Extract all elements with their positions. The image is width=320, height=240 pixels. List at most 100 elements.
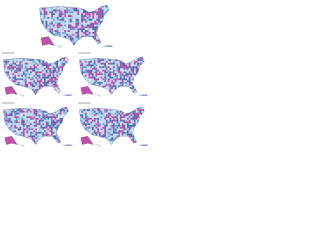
county [92,24,95,27]
county [45,20,48,23]
legend-swatch [63,144,66,146]
county [24,130,27,133]
county [85,128,87,131]
county [92,64,94,67]
county [14,71,17,74]
county [102,71,105,74]
county [114,62,117,65]
county [54,66,57,69]
county [101,13,104,16]
legend-swatch [102,45,105,47]
county [88,62,91,65]
county [92,76,94,79]
county [37,61,39,63]
county [58,30,61,33]
county [128,130,131,133]
county [54,69,57,72]
county [49,118,52,120]
county [106,128,108,131]
county [33,61,36,63]
county [86,18,89,21]
county [99,121,101,124]
county [85,76,87,79]
county [92,133,94,136]
county [123,64,126,67]
county [40,64,43,67]
county [64,33,67,36]
county [12,75,15,77]
county [33,118,36,120]
county [84,28,87,31]
county [92,28,95,31]
county [130,76,133,79]
county [128,85,131,88]
county [35,132,38,134]
county [62,15,65,18]
county [58,119,60,122]
county [93,61,96,63]
county [71,35,74,38]
county [97,123,100,126]
county [88,24,91,27]
county [113,128,115,131]
county [114,133,117,136]
county [31,132,34,134]
county [42,82,45,84]
county [10,78,13,81]
county [7,116,10,119]
county [77,9,80,12]
county [53,20,55,23]
county [33,126,36,129]
county [125,121,128,124]
county [16,78,18,81]
county [92,114,94,117]
county [42,123,45,126]
county [28,119,31,122]
county [103,11,106,14]
county [123,76,126,79]
county [109,85,112,88]
county [64,18,67,21]
county [113,82,115,84]
county [37,109,39,112]
county [26,116,29,119]
county [16,132,18,134]
county [52,73,55,76]
county [94,11,97,14]
county [51,112,53,115]
county [58,9,61,12]
county [61,61,64,63]
county [56,135,59,138]
county [49,28,52,31]
county [81,71,84,74]
county [49,66,52,69]
county [95,118,98,120]
county [125,71,128,74]
county [106,64,108,67]
county [113,75,115,77]
county [107,82,110,84]
county [41,7,44,10]
county [127,83,129,86]
county [51,116,53,119]
panel-label-placeholder [2,102,15,104]
county [135,114,138,117]
county [104,119,107,122]
county [127,80,129,83]
county [40,66,43,69]
county [88,119,91,122]
county [109,135,112,138]
county [107,69,110,72]
county [54,76,57,79]
county [111,90,114,93]
county [107,83,110,86]
county [141,112,143,115]
county [100,125,103,127]
county [38,82,41,84]
county [66,33,69,36]
county [120,71,122,74]
county [54,62,57,65]
county [30,59,32,62]
county [93,66,96,69]
county [38,132,41,134]
